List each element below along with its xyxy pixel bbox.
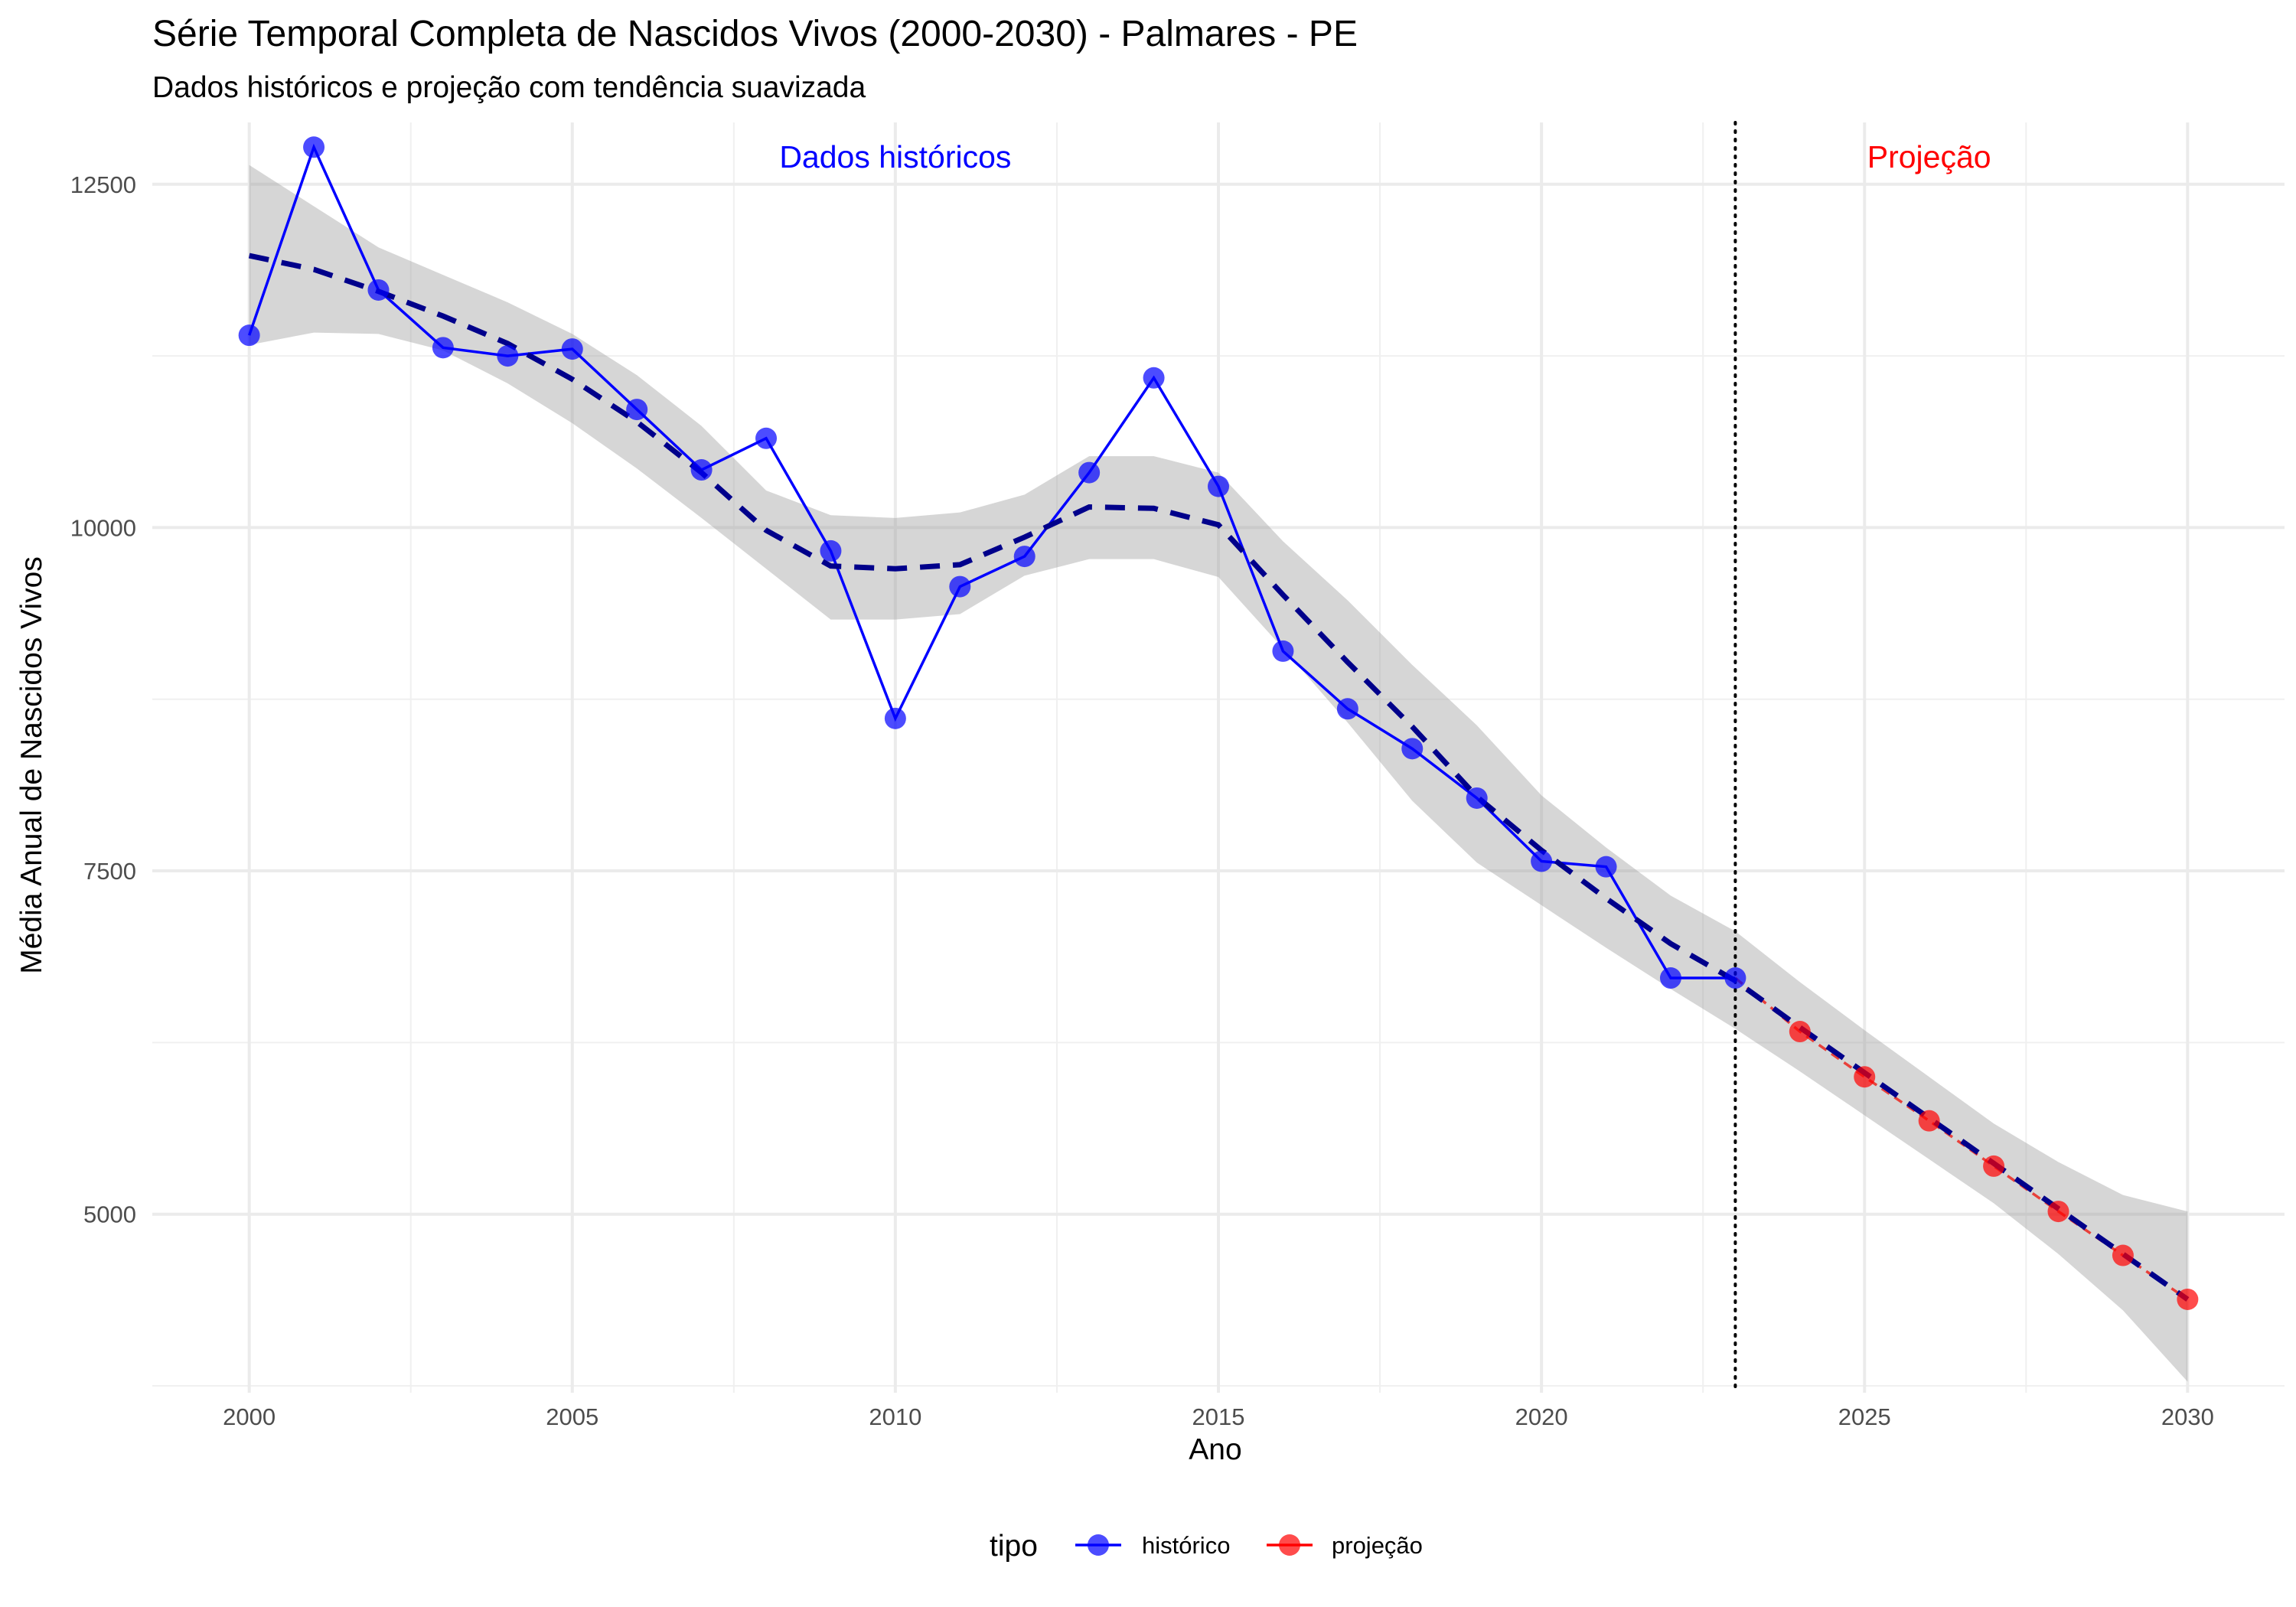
confidence-ribbon — [249, 165, 2188, 1382]
projecao-point — [1918, 1110, 1940, 1132]
x-tick-label: 2000 — [223, 1403, 276, 1430]
y-tick-label: 7500 — [83, 858, 136, 885]
projecao-point — [1854, 1066, 1876, 1088]
historico-point — [884, 707, 906, 729]
historico-point — [367, 279, 390, 301]
legend-key-point — [1088, 1534, 1109, 1556]
historico-point — [432, 337, 454, 359]
historico-point — [1143, 367, 1165, 389]
annotation-label: Projeção — [1867, 139, 1991, 174]
historico-point — [1078, 461, 1101, 484]
annotation-label: Dados históricos — [779, 139, 1011, 174]
x-tick-label: 2025 — [1838, 1403, 1891, 1430]
legend-label: histórico — [1142, 1532, 1230, 1559]
projecao-point — [2112, 1244, 2134, 1266]
historico-point — [1531, 850, 1553, 872]
historico-point — [1466, 787, 1488, 809]
grid — [152, 122, 2285, 1393]
historico-point — [1724, 967, 1746, 989]
y-tick-label: 12500 — [70, 171, 136, 198]
historico-point — [1659, 967, 1681, 989]
historico-point — [1013, 546, 1035, 568]
historico-point — [238, 324, 260, 347]
axis-ticks: 2000 2005 2010 2015 2020 2025 2030 5000 7500 1000… — [70, 171, 2214, 1430]
x-axis-title: Ano — [1189, 1433, 1241, 1466]
historico-point — [1208, 475, 1229, 497]
legend-key-point — [1279, 1534, 1300, 1556]
chart-subtitle: Dados históricos e projeção com tendênci… — [152, 71, 866, 104]
historico-point — [1401, 738, 1424, 760]
historico-point — [303, 136, 325, 158]
projecao-point — [1983, 1155, 2005, 1177]
y-tick-label: 10000 — [70, 514, 136, 541]
x-tick-label: 2005 — [546, 1403, 598, 1430]
legend-title: tipo — [990, 1530, 1038, 1563]
historico-point — [1595, 856, 1617, 878]
y-tick-label: 5000 — [83, 1201, 136, 1228]
projecao-point — [2047, 1201, 2069, 1223]
historico-point — [690, 459, 713, 481]
historico-point — [561, 338, 583, 360]
data-points — [238, 136, 2199, 1310]
historico-point — [949, 575, 971, 598]
historico-point — [755, 427, 778, 449]
historico-point — [1336, 698, 1358, 720]
historico-point — [626, 399, 648, 421]
ci-ribbon — [249, 165, 2188, 1382]
chart-title: Série Temporal Completa de Nascidos Vivo… — [152, 14, 1358, 54]
x-tick-label: 2010 — [869, 1403, 921, 1430]
x-tick-label: 2015 — [1192, 1403, 1245, 1430]
x-tick-label: 2030 — [2161, 1403, 2214, 1430]
historico-point — [497, 345, 519, 367]
legend-label: projeção — [1332, 1532, 1423, 1559]
historico-point — [820, 539, 842, 562]
historico-point — [1272, 640, 1294, 662]
x-tick-label: 2020 — [1515, 1403, 1568, 1430]
projecao-point — [2177, 1288, 2199, 1310]
projecao-point — [1789, 1021, 1811, 1043]
y-axis-title: Média Anual de Nascidos Vivos — [15, 556, 48, 974]
legend: tipo histórico projeção — [990, 1530, 1423, 1563]
annotations: Dados históricos Projeção — [779, 139, 1991, 174]
